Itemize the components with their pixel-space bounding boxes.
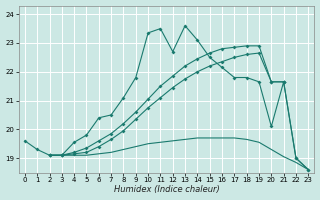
X-axis label: Humidex (Indice chaleur): Humidex (Indice chaleur) — [114, 185, 220, 194]
